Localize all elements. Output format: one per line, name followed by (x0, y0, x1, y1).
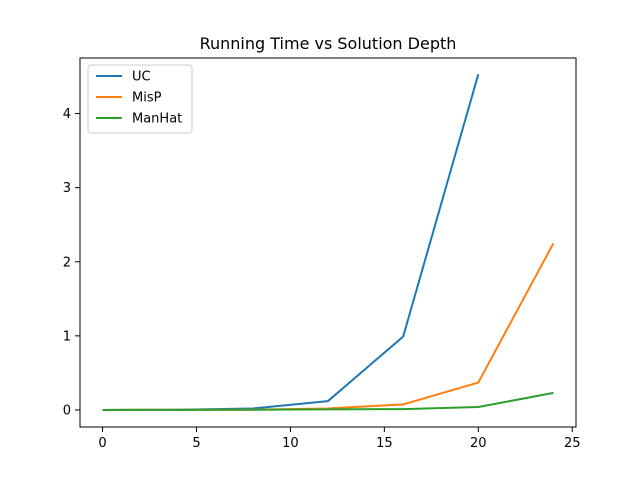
y-tick-label: 2 (63, 255, 71, 270)
legend: UC MisP ManHat (87, 64, 193, 134)
series-line-manhat (102, 391, 554, 411)
x-tick-label: 0 (98, 436, 106, 451)
y-tick-label: 4 (63, 107, 71, 122)
y-tick-label: 3 (63, 181, 71, 196)
legend-label-uc: UC (132, 70, 151, 85)
x-tick-label: 25 (564, 436, 581, 451)
plot-frame (79, 57, 577, 428)
plot-area (102, 74, 555, 411)
legend-box (87, 64, 193, 134)
y-tick-label: 1 (63, 329, 71, 344)
x-axis: 0 5 10 15 20 25 (98, 427, 581, 451)
x-tick-label: 20 (470, 436, 487, 451)
x-tick-label: 15 (376, 436, 393, 451)
y-axis: 0 1 2 3 4 (63, 107, 80, 418)
legend-label-misp: MisP (132, 91, 162, 106)
x-tick-label: 5 (192, 436, 200, 451)
chart-title: Running Time vs Solution Depth (200, 34, 457, 53)
y-tick-label: 0 (63, 403, 71, 418)
legend-label-manhat: ManHat (132, 112, 182, 127)
x-tick-label: 10 (282, 436, 299, 451)
